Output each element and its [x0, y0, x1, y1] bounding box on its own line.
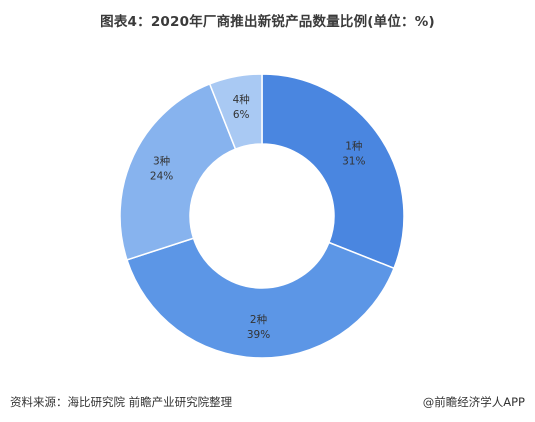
slice-value-label-2: 39% — [247, 329, 270, 341]
slice-value-label-4: 6% — [233, 109, 250, 121]
slice-category-label-4: 4种 — [233, 93, 250, 106]
slice-category-label-1: 1种 — [345, 140, 362, 153]
source-note: 资料来源：海比研究院 前瞻产业研究院整理 — [10, 395, 233, 409]
brand-mark: @前瞻经济学人APP — [422, 395, 525, 409]
slice-category-label-2: 2种 — [250, 313, 267, 326]
donut-chart: 1种 31% 2种 39% 3种 24% 4种 6% — [0, 36, 535, 376]
slice-2 — [126, 237, 396, 359]
chart-title: 图表4：2020年厂商推出新锐产品数量比例(单位：%) — [100, 14, 435, 30]
slice-3 — [119, 82, 237, 261]
donut-chart-svg: 1种 31% 2种 39% 3种 24% 4种 6% — [119, 73, 405, 359]
slice-value-label-1: 31% — [342, 156, 365, 168]
slice-category-label-3: 3种 — [153, 155, 170, 168]
slice-4 — [208, 73, 263, 151]
footer: 资料来源：海比研究院 前瞻产业研究院整理 @前瞻经济学人APP — [10, 394, 525, 414]
donut-labels: 1种 31% 2种 39% 3种 24% 4种 6% — [150, 93, 366, 341]
donut-slices — [119, 73, 405, 359]
slice-1 — [261, 73, 405, 270]
slice-value-label-3: 24% — [150, 171, 173, 183]
